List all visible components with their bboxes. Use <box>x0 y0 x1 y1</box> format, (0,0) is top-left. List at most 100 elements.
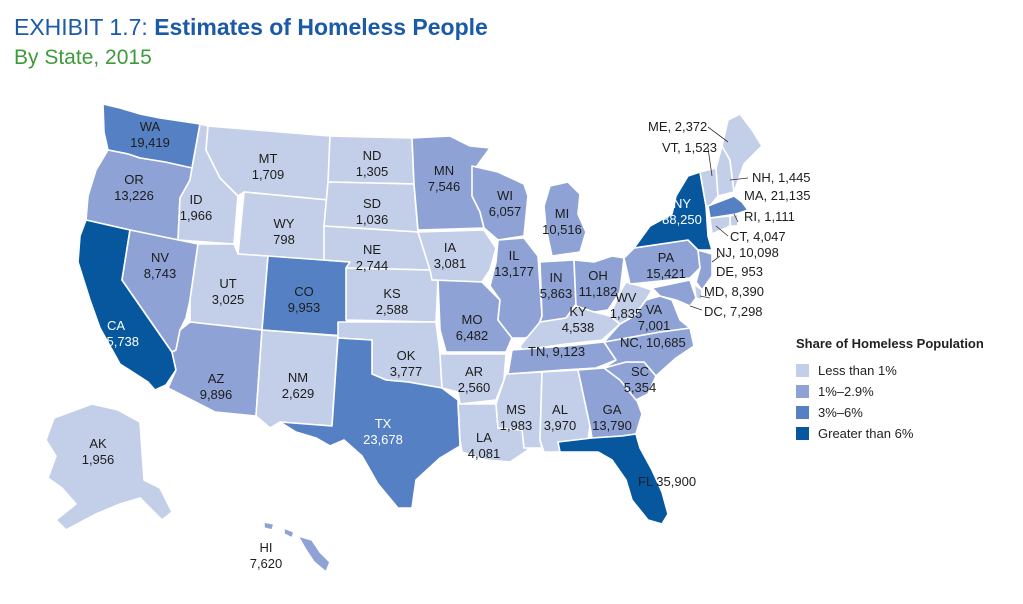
state-abbr-OR: OR <box>124 172 144 187</box>
state-value-WA: 19,419 <box>130 135 170 150</box>
external-label-NJ: NJ, 10,098 <box>716 245 779 260</box>
legend-label-1: Less than 1% <box>818 363 897 378</box>
external-label-FL: FL 35,900 <box>638 474 696 489</box>
state-abbr-OK: OK <box>397 348 416 363</box>
state-abbr-AR: AR <box>465 364 483 379</box>
external-label-MA: MA, 21,135 <box>744 188 811 203</box>
external-label-CT: CT, 4,047 <box>730 229 786 244</box>
external-label-NC: NC, 10,685 <box>620 335 686 350</box>
state-abbr-MS: MS <box>506 402 526 417</box>
state-abbr-IN: IN <box>550 270 563 285</box>
legend-item-4: Greater than 6% <box>796 423 984 444</box>
state-value-MO: 6,482 <box>456 328 489 343</box>
leader-NJ <box>711 255 721 263</box>
state-abbr-CO: CO <box>294 284 314 299</box>
state-abbr-CA: CA <box>107 318 125 333</box>
state-abbr-IA: IA <box>444 240 457 255</box>
state-value-AR: 2,560 <box>458 380 491 395</box>
state-abbr-MT: MT <box>259 151 278 166</box>
external-label-MD: MD, 8,390 <box>704 284 764 299</box>
state-value-KS: 2,588 <box>376 302 409 317</box>
state-value-MI: 10,516 <box>542 222 582 237</box>
state-abbr-VA: VA <box>646 302 663 317</box>
state-IA <box>417 229 497 283</box>
state-value-MS: 1,983 <box>500 418 533 433</box>
state-value-ID: 1,966 <box>180 208 213 223</box>
legend-item-3: 3%–6% <box>796 402 984 423</box>
state-AK <box>45 403 173 531</box>
leader-CT <box>715 225 729 237</box>
state-AR <box>439 353 507 405</box>
state-KS <box>345 267 439 323</box>
state-ME <box>721 113 763 193</box>
legend-label-2: 1%–2.9% <box>818 384 874 399</box>
legend-swatch-2 <box>796 385 809 398</box>
state-abbr-SD: SD <box>363 196 381 211</box>
state-value-LA: 4,081 <box>468 446 501 461</box>
state-abbr-LA: LA <box>476 430 492 445</box>
title-main: Estimates of Homeless People <box>154 14 488 40</box>
state-abbr-GA: GA <box>603 402 622 417</box>
state-abbr-WV: WV <box>616 290 637 305</box>
state-abbr-AK: AK <box>89 436 107 451</box>
state-shapes <box>45 103 763 573</box>
state-abbr-MO: MO <box>462 312 483 327</box>
leader-MD <box>699 295 711 299</box>
state-NY <box>633 171 713 251</box>
state-WI <box>471 165 529 241</box>
state-value-VA: 7,001 <box>638 318 671 333</box>
state-abbr-SC: SC <box>631 364 649 379</box>
state-abbr-UT: UT <box>219 276 236 291</box>
state-value-UT: 3,025 <box>212 292 245 307</box>
legend-swatch-1 <box>796 364 809 377</box>
leader-VT <box>707 147 713 177</box>
state-abbr-NM: NM <box>288 370 308 385</box>
state-IL <box>489 237 543 339</box>
state-value-OR: 13,226 <box>114 188 154 203</box>
state-value-ND: 1,305 <box>356 164 389 179</box>
state-abbr-ID: ID <box>190 192 203 207</box>
state-MI <box>543 181 587 257</box>
state-value-NE: 2,744 <box>356 258 389 273</box>
title-prefix: EXHIBIT 1.7: <box>14 14 148 40</box>
state-value-WI: 6,057 <box>489 204 522 219</box>
state-value-SC: 5,354 <box>624 380 657 395</box>
state-WV <box>609 281 653 325</box>
page-title: EXHIBIT 1.7: Estimates of Homeless Peopl… <box>14 14 488 41</box>
state-value-NM: 2,629 <box>282 386 315 401</box>
legend-item-1: Less than 1% <box>796 360 984 381</box>
state-value-AZ: 9,896 <box>200 387 233 402</box>
state-value-AK: 1,956 <box>82 452 115 467</box>
legend-swatch-4 <box>796 427 809 440</box>
state-value-KY: 4,538 <box>562 320 595 335</box>
state-abbr-PA: PA <box>658 250 675 265</box>
state-abbr-WY: WY <box>274 216 295 231</box>
state-value-CO: 9,953 <box>288 300 321 315</box>
external-label-TN: TN, 9,123 <box>528 344 585 359</box>
leader-ME <box>707 126 729 143</box>
legend: Share of Homeless Population Less than 1… <box>796 336 984 444</box>
external-label-DE: DE, 953 <box>716 264 763 279</box>
state-value-TX: 23,678 <box>363 432 403 447</box>
state-abbr-OH: OH <box>588 268 608 283</box>
leader-NH <box>729 177 749 181</box>
state-value-MN: 7,546 <box>428 179 461 194</box>
external-labels: ME, 2,372 VT, 1,523 NH, 1,445 MA, 21,135 RI,… <box>528 119 811 489</box>
state-value-SD: 1,036 <box>356 212 389 227</box>
state-abbr-KY: KY <box>569 304 587 319</box>
external-label-RI: RI, 1,111 <box>744 209 795 224</box>
state-value-IL: 13,177 <box>494 264 534 279</box>
legend-label-4: Greater than 6% <box>818 426 914 441</box>
state-value-NY: 88,250 <box>662 212 702 227</box>
external-label-DC: DC, 7,298 <box>704 304 763 319</box>
state-value-NV: 8,743 <box>144 266 177 281</box>
state-abbr-NE: NE <box>363 242 381 257</box>
state-CT <box>709 215 731 235</box>
legend-item-2: 1%–2.9% <box>796 381 984 402</box>
legend-swatch-3 <box>796 406 809 419</box>
state-MO <box>431 279 513 353</box>
external-label-VT: VT, 1,523 <box>662 140 717 155</box>
state-HI <box>263 521 331 573</box>
